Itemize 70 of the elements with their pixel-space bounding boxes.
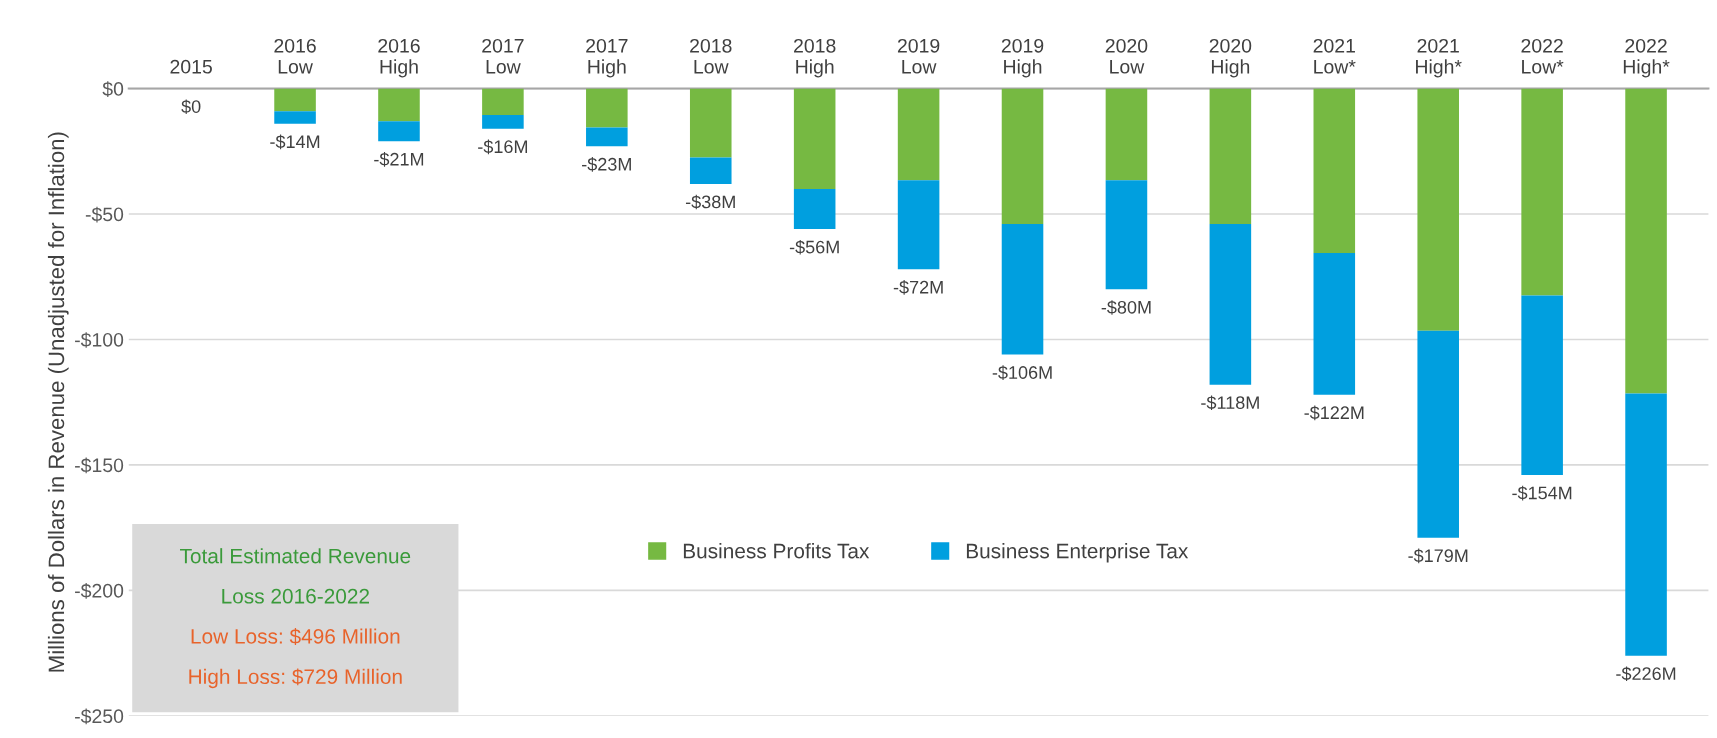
total-label: -$14M <box>270 134 320 150</box>
bar <box>1417 330 1459 538</box>
bar <box>897 180 940 270</box>
y-tick-label: -$100 <box>75 332 124 348</box>
y-tick-label: -$250 <box>75 708 124 725</box>
x-tick-label: 2016 Low <box>274 38 316 74</box>
bar <box>378 88 420 122</box>
x-tick-label: 2020 Low <box>1105 38 1148 74</box>
y-tick-label: -$150 <box>75 457 124 474</box>
bar <box>689 88 732 158</box>
bar <box>689 157 732 184</box>
x-tick-label: 2017 Low <box>482 38 524 74</box>
y-tick-label: -$200 <box>75 583 124 599</box>
x-tick-label: 2016 High <box>378 38 420 78</box>
bar <box>1209 88 1252 225</box>
bar <box>793 188 836 230</box>
total-label: -$23M <box>582 157 631 172</box>
annotation: High Loss: $729 Million <box>189 668 402 689</box>
bar <box>1313 252 1356 395</box>
x-tick-label: 2015 <box>170 59 212 74</box>
total-label: -$118M <box>1201 395 1259 411</box>
x-tick-label: 2018 Low <box>690 38 732 74</box>
bar <box>274 88 316 112</box>
total-label: -$154M <box>1512 485 1572 501</box>
y-axis-title: Millions of Dollars in Revenue (Unadjusted for Inflation) <box>47 132 69 672</box>
x-tick-label: 2022 High* <box>1623 38 1670 78</box>
total-label: -$122M <box>1304 405 1364 421</box>
x-tick-label: 2017 High <box>586 38 628 78</box>
total-label: -$21M <box>374 152 424 167</box>
bar <box>1313 88 1356 253</box>
x-tick-label: 2021 Low* <box>1313 38 1356 74</box>
total-label: -$179M <box>1408 548 1468 564</box>
x-tick-label: 2019 Low <box>897 38 940 74</box>
bar <box>274 111 316 124</box>
legend-label: Business Profits Tax <box>683 543 870 559</box>
total-label: -$38M <box>685 194 735 210</box>
total-label: $0 <box>181 99 201 115</box>
bar <box>897 88 940 181</box>
bar <box>586 127 628 147</box>
y-tick-label: $0 <box>102 81 124 97</box>
bar <box>482 88 524 115</box>
total-label: -$80M <box>1101 300 1151 315</box>
bar <box>1625 88 1667 394</box>
text: Total Estimated Revenue Loss 2016-2022 <box>180 548 411 604</box>
legend-label: Business Enterprise Tax <box>966 543 1189 563</box>
bar <box>1001 224 1044 355</box>
total-label: -$56M <box>789 239 839 255</box>
x-tick-label: 2022 Low* <box>1521 38 1564 74</box>
bar <box>586 88 628 128</box>
bar <box>1521 88 1563 296</box>
y-tick-label: -$50 <box>85 206 124 223</box>
bar <box>1209 224 1252 385</box>
bar <box>378 121 420 142</box>
bar <box>1625 393 1667 656</box>
total-label: -$72M <box>893 280 943 295</box>
bar <box>1105 88 1148 181</box>
annotation: Low Loss: $496 Million <box>191 628 400 645</box>
bar <box>482 114 524 129</box>
x-tick-label: 2019 High <box>1001 38 1044 78</box>
total-label: -$226M <box>1616 666 1676 682</box>
x-tick-label: 2018 High <box>794 38 836 78</box>
x-tick-label: 2020 High <box>1209 38 1252 78</box>
total-label: -$16M <box>478 139 528 155</box>
bar <box>1105 180 1148 290</box>
bar <box>793 88 836 189</box>
total-label: -$106M <box>992 365 1052 380</box>
bar <box>1521 295 1563 475</box>
x-tick-label: 2021 High* <box>1416 38 1462 78</box>
bar <box>1001 88 1044 225</box>
bar <box>1417 88 1459 331</box>
